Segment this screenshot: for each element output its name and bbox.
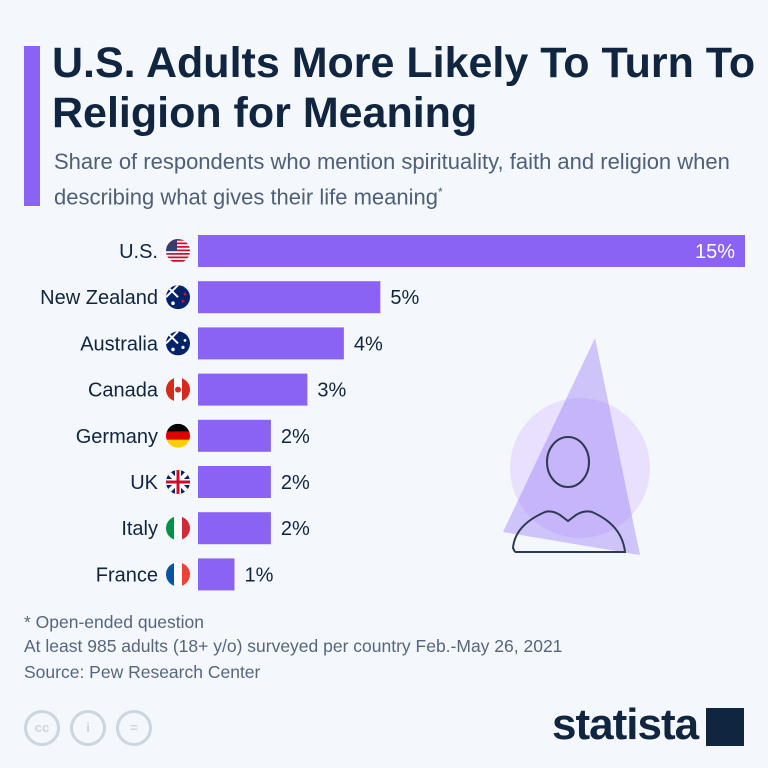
flag-icon xyxy=(166,239,190,262)
category-label: Italy xyxy=(121,518,158,540)
flag-icon xyxy=(166,516,190,541)
value-label: 15% xyxy=(695,241,735,263)
value-label: 5% xyxy=(390,287,419,309)
cc-license-icon[interactable]: cc xyxy=(24,710,60,746)
category-label: New Zealand xyxy=(40,287,158,309)
bar xyxy=(198,419,271,452)
flag-icon xyxy=(166,423,190,448)
value-label: 4% xyxy=(354,333,383,355)
bar xyxy=(198,512,271,545)
flag-icon xyxy=(166,331,190,356)
statista-logo-icon xyxy=(706,708,744,746)
value-label: 3% xyxy=(317,380,346,402)
statista-logo[interactable]: statista xyxy=(552,700,699,749)
category-label: France xyxy=(96,564,158,586)
value-label: 2% xyxy=(281,472,310,494)
bar xyxy=(198,558,235,591)
no-derivatives-icon[interactable]: = xyxy=(116,710,152,746)
category-label: U.S. xyxy=(119,241,158,263)
flag-icon xyxy=(166,285,190,310)
bar xyxy=(198,327,344,360)
footnote: * Open-ended question xyxy=(24,612,204,632)
subtitle: Share of respondents who mention spiritu… xyxy=(54,147,764,212)
survey-note: At least 985 adults (18+ y/o) surveyed p… xyxy=(24,636,563,656)
category-label: Canada xyxy=(88,380,159,402)
value-label: 1% xyxy=(244,564,273,586)
subtitle-text: Share of respondents who mention spiritu… xyxy=(54,149,730,210)
category-label: UK xyxy=(130,472,158,494)
attribution-icon[interactable]: i xyxy=(70,710,106,746)
value-label: 2% xyxy=(281,426,310,448)
category-label: Australia xyxy=(80,333,159,355)
bar xyxy=(198,235,745,267)
title-accent-bar xyxy=(24,46,40,206)
flag-icon xyxy=(166,562,190,587)
subtitle-footnote-mark: * xyxy=(437,185,443,199)
flag-icon xyxy=(166,470,190,494)
category-label: Germany xyxy=(76,426,158,448)
bar xyxy=(198,281,381,314)
person-illustration xyxy=(503,338,650,555)
bar xyxy=(198,373,308,406)
value-label: 2% xyxy=(281,518,310,540)
page-title: U.S. Adults More Likely To Turn To Relig… xyxy=(52,39,756,137)
flag-icon xyxy=(166,377,190,402)
bar xyxy=(198,466,271,498)
source: Source: Pew Research Center xyxy=(24,662,261,682)
